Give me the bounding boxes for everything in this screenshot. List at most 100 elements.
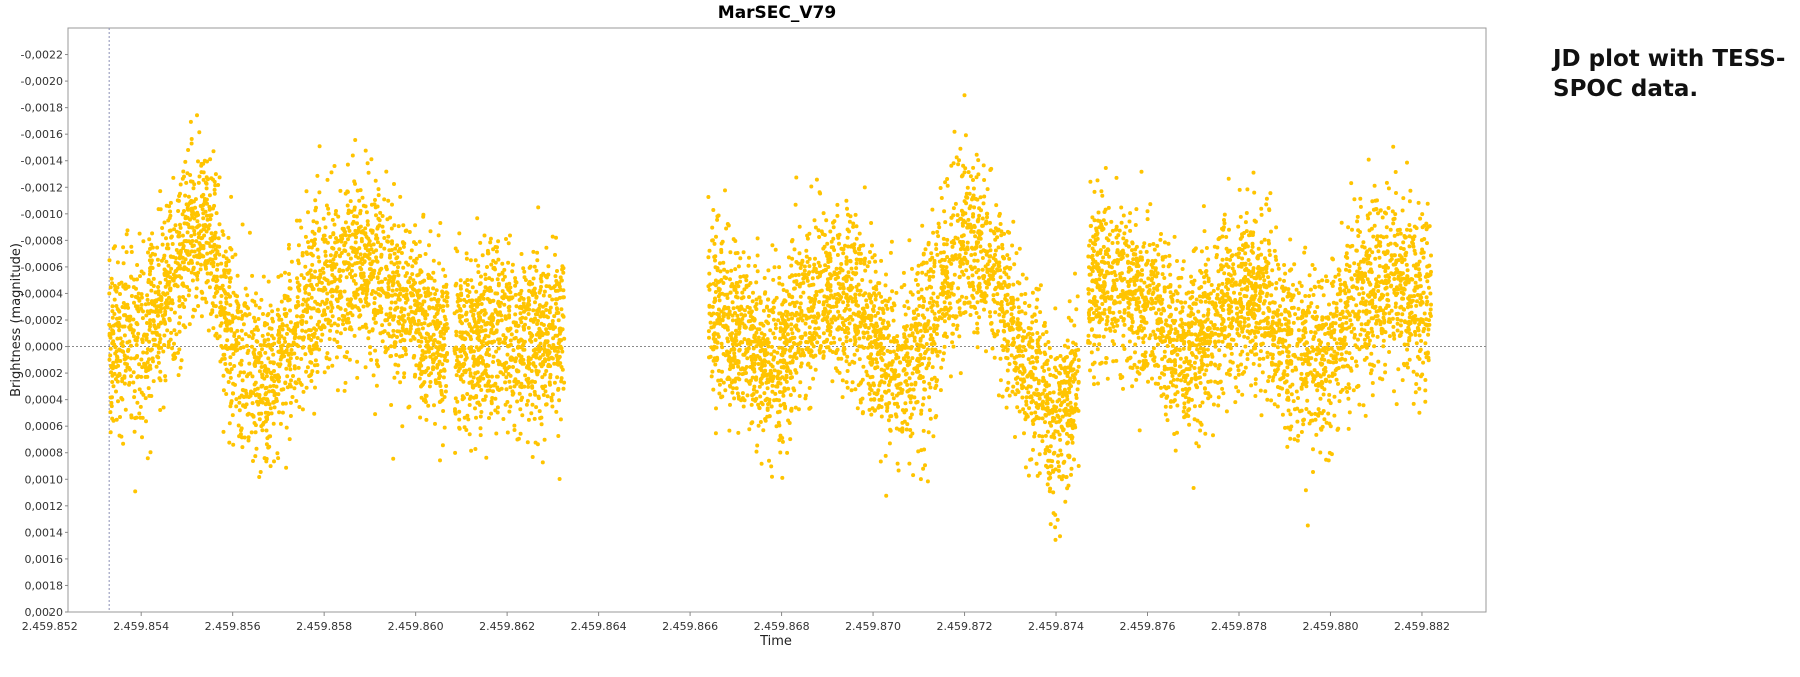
data-point (264, 428, 269, 433)
data-point (239, 435, 244, 440)
data-point (156, 360, 161, 365)
data-point (1065, 441, 1070, 446)
data-point (535, 308, 539, 313)
data-point (973, 252, 977, 257)
data-point (340, 313, 345, 318)
data-point (148, 450, 153, 455)
data-point (468, 373, 473, 378)
data-point (436, 233, 441, 238)
data-point (332, 164, 337, 168)
data-point (219, 344, 224, 348)
data-point (346, 252, 351, 257)
data-point (313, 208, 318, 213)
data-point (342, 354, 347, 359)
data-point (494, 374, 499, 379)
data-point (474, 394, 479, 398)
data-point (312, 275, 317, 280)
data-point (769, 352, 774, 357)
data-point (246, 306, 250, 311)
data-point (209, 271, 214, 276)
data-point (445, 291, 450, 296)
data-point (414, 256, 419, 261)
data-point (303, 234, 308, 239)
data-point (312, 243, 316, 248)
data-point (207, 193, 212, 198)
data-point (1046, 367, 1051, 372)
data-point (1056, 464, 1061, 469)
data-point (300, 407, 305, 412)
data-point (278, 344, 283, 349)
data-point (382, 329, 387, 334)
data-point (740, 340, 745, 345)
data-point (240, 337, 245, 342)
data-point (108, 335, 113, 340)
data-point (935, 252, 940, 257)
data-point (768, 328, 773, 333)
data-point (434, 288, 439, 293)
data-point (820, 318, 825, 323)
data-point (413, 372, 418, 377)
data-point (322, 285, 327, 290)
data-point (398, 380, 403, 385)
data-point (337, 247, 342, 252)
data-point (404, 352, 408, 357)
data-point (939, 365, 944, 370)
data-point (182, 221, 187, 226)
data-point (471, 354, 476, 359)
data-point (924, 286, 929, 291)
data-point (243, 405, 248, 409)
data-point (393, 246, 398, 251)
data-point (713, 362, 718, 367)
data-point (326, 365, 331, 370)
data-point (251, 414, 256, 419)
data-point (841, 300, 846, 305)
data-point (236, 341, 241, 346)
data-point (966, 170, 971, 175)
data-point (253, 387, 258, 392)
data-point (547, 310, 552, 315)
data-point (124, 286, 129, 291)
data-point (335, 329, 339, 334)
data-point (555, 269, 559, 273)
data-point (927, 356, 932, 361)
data-point (457, 231, 462, 236)
data-point (486, 251, 491, 256)
data-point (151, 379, 156, 384)
data-point (292, 364, 297, 369)
data-point (867, 260, 872, 265)
data-point (792, 286, 796, 291)
data-point (226, 380, 231, 384)
data-point (368, 243, 373, 248)
data-point (159, 321, 163, 326)
data-point (469, 337, 473, 342)
data-point (1046, 340, 1051, 344)
data-point (491, 315, 496, 320)
data-point (408, 338, 413, 343)
data-point (455, 358, 459, 363)
data-point (337, 317, 341, 321)
data-point (1056, 381, 1061, 385)
data-point (453, 396, 458, 401)
data-point (363, 246, 368, 251)
data-point (137, 231, 142, 236)
data-point (147, 311, 152, 316)
data-point (197, 174, 202, 179)
data-point (552, 284, 557, 289)
data-point (145, 347, 150, 352)
data-point (769, 344, 774, 349)
data-point (507, 379, 512, 384)
data-point (234, 404, 239, 409)
data-point (374, 233, 379, 238)
data-point (253, 319, 258, 324)
data-point (219, 261, 224, 266)
data-point (840, 378, 845, 383)
data-point (730, 318, 735, 323)
data-point (155, 313, 160, 318)
data-point (129, 356, 134, 361)
data-point (367, 267, 372, 272)
data-point (176, 209, 181, 213)
data-point (830, 379, 835, 384)
data-point (197, 251, 202, 256)
data-point (167, 228, 172, 233)
data-point (742, 398, 747, 403)
